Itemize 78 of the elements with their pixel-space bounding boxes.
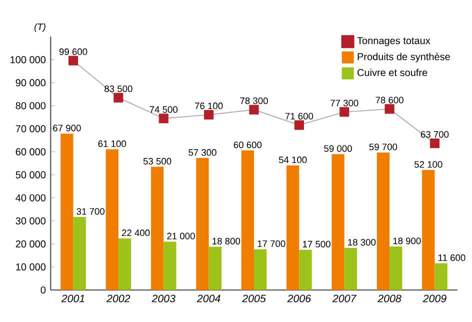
y-axis-title: (T) — [34, 23, 46, 32]
point — [114, 92, 124, 102]
x-tick-label: 2001 — [61, 294, 84, 302]
data-label: 83 500 — [104, 86, 132, 92]
data-label: 52 100 — [414, 161, 442, 168]
bar — [299, 250, 312, 290]
x-tick-label: 2006 — [287, 294, 312, 302]
point — [430, 138, 440, 148]
bar — [344, 248, 358, 290]
x-tick-label: 2003 — [152, 294, 176, 302]
y-tick-label: 70 000 — [16, 125, 46, 132]
bar — [332, 154, 344, 290]
y-tick-label: 80 000 — [16, 102, 46, 110]
y-tick-label: 0 — [40, 286, 46, 294]
point — [204, 110, 214, 120]
y-tick-label: 40 000 — [16, 194, 46, 202]
x-tick-label: 2008 — [378, 294, 402, 302]
bar — [241, 150, 254, 290]
bar — [376, 152, 390, 290]
data-label: 59 000 — [324, 145, 352, 152]
y-tick-label: 50 000 — [16, 171, 46, 178]
data-label: 18 900 — [393, 238, 421, 244]
x-tick-label: 2002 — [106, 294, 130, 302]
data-label: 31 700 — [76, 208, 104, 215]
data-label: 76 100 — [195, 102, 223, 110]
point — [294, 120, 304, 130]
point — [249, 104, 259, 114]
data-label: 54 100 — [278, 156, 307, 164]
bar — [150, 166, 164, 290]
legend-label: Produits de synthèse — [358, 52, 450, 62]
bar — [73, 216, 86, 290]
data-label: 59 700 — [369, 144, 398, 150]
bar — [286, 165, 300, 290]
data-label: 22 400 — [122, 230, 150, 236]
data-label: 17 700 — [258, 240, 286, 247]
data-label: 71 600 — [285, 112, 314, 120]
point — [68, 56, 78, 66]
bar — [208, 246, 222, 290]
data-label: 67 900 — [53, 124, 81, 132]
data-label: 57 300 — [188, 149, 216, 156]
x-tick-label: 2009 — [422, 294, 446, 302]
bar — [390, 246, 402, 290]
data-label: 11 600 — [438, 254, 466, 262]
x-tick-label: 2007 — [332, 294, 357, 302]
bar — [106, 149, 118, 290]
bar — [164, 242, 176, 290]
y-tick-label: 100 000 — [10, 56, 46, 64]
data-label: 77 300 — [330, 100, 358, 106]
data-label: 21 000 — [167, 232, 195, 240]
data-label: 18 300 — [348, 238, 376, 246]
y-tick-label: 90 000 — [16, 79, 46, 86]
data-label: 74 500 — [150, 106, 178, 113]
data-label: 60 600 — [234, 142, 262, 148]
data-label: 61 100 — [98, 140, 126, 148]
data-label: 18 800 — [212, 238, 240, 244]
legend-label: Tonnages totaux — [357, 37, 430, 46]
data-label: 17 500 — [302, 240, 330, 248]
data-label: 53 500 — [143, 158, 172, 165]
data-label: 78 300 — [240, 97, 268, 104]
x-tick-label: 2004 — [196, 294, 220, 302]
point — [384, 104, 394, 114]
x-tick-label: 2005 — [242, 294, 266, 302]
y-tick-label: 60 000 — [16, 148, 46, 156]
y-tick-label: 10 000 — [16, 263, 46, 271]
bar — [60, 134, 74, 290]
data-label: 99 600 — [59, 48, 88, 56]
data-label: 63 700 — [420, 131, 449, 138]
y-tick-label: 20 000 — [16, 240, 46, 248]
point — [158, 114, 168, 124]
bar — [196, 158, 209, 290]
bar — [434, 263, 448, 290]
legend-label: Cuivre et soufre — [358, 68, 428, 76]
data-label: 78 600 — [376, 96, 404, 104]
point — [340, 107, 350, 117]
bar — [422, 170, 435, 290]
bar — [254, 249, 267, 290]
bar — [118, 238, 132, 290]
y-tick-label: 30 000 — [16, 217, 46, 224]
